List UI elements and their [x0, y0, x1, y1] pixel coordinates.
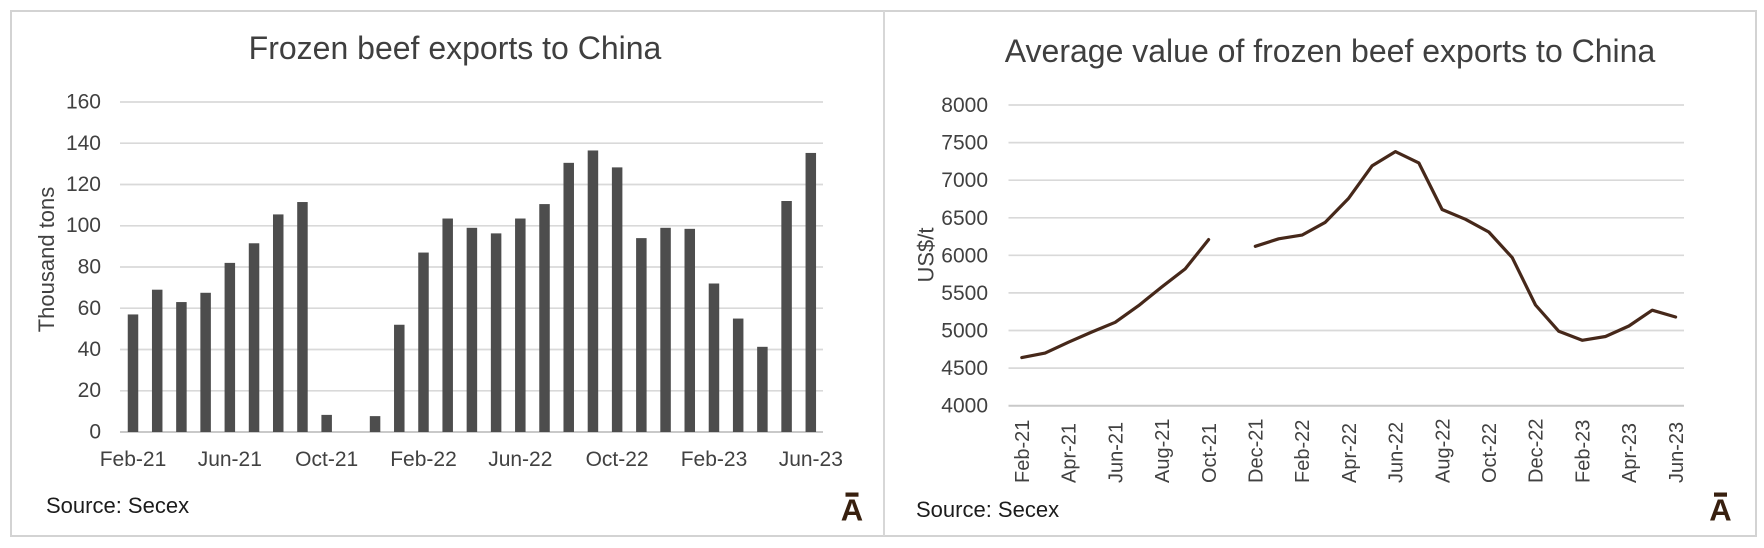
- svg-text:Aug-22: Aug-22: [1432, 419, 1454, 484]
- svg-text:5000: 5000: [941, 320, 988, 343]
- svg-text:Dec-22: Dec-22: [1526, 419, 1548, 483]
- svg-text:Average value of frozen beef e: Average value of frozen beef exports to …: [1005, 33, 1656, 69]
- svg-text:Dec-21: Dec-21: [1246, 419, 1268, 483]
- svg-text:Jun-21: Jun-21: [1105, 422, 1127, 483]
- svg-text:Jun-22: Jun-22: [1386, 422, 1408, 483]
- svg-text:Feb-22: Feb-22: [1292, 420, 1314, 483]
- svg-text:7500: 7500: [941, 132, 988, 155]
- svg-text:20: 20: [78, 379, 101, 402]
- svg-text:Source: Secex: Source: Secex: [916, 497, 1059, 522]
- svg-text:Oct-21: Oct-21: [295, 448, 358, 471]
- svg-text:Feb-23: Feb-23: [1572, 420, 1594, 483]
- svg-text:Apr-22: Apr-22: [1339, 423, 1361, 483]
- svg-text:A: A: [841, 493, 863, 528]
- svg-text:6000: 6000: [941, 244, 988, 267]
- svg-text:Oct-22: Oct-22: [586, 448, 649, 471]
- svg-text:Frozen beef exports to China: Frozen beef exports to China: [249, 30, 662, 66]
- svg-text:4000: 4000: [941, 395, 988, 418]
- svg-text:4500: 4500: [941, 357, 988, 380]
- svg-text:100: 100: [66, 214, 101, 237]
- svg-text:US$/t: US$/t: [914, 227, 939, 282]
- svg-text:Source: Secex: Source: Secex: [46, 493, 189, 518]
- svg-text:140: 140: [66, 132, 101, 155]
- svg-text:5500: 5500: [941, 282, 988, 305]
- svg-text:Feb-22: Feb-22: [390, 448, 457, 471]
- svg-text:120: 120: [66, 173, 101, 196]
- svg-text:Jun-21: Jun-21: [198, 448, 262, 471]
- svg-text:A: A: [1709, 493, 1731, 528]
- svg-text:160: 160: [66, 91, 101, 114]
- svg-text:Thousand tons: Thousand tons: [34, 187, 59, 333]
- svg-text:Jun-23: Jun-23: [779, 448, 843, 471]
- svg-text:Feb-23: Feb-23: [681, 448, 748, 471]
- svg-text:Oct-22: Oct-22: [1479, 423, 1501, 483]
- svg-text:8000: 8000: [941, 94, 988, 117]
- svg-text:7000: 7000: [941, 169, 988, 192]
- svg-text:Aug-21: Aug-21: [1152, 419, 1174, 484]
- svg-text:6500: 6500: [941, 207, 988, 230]
- svg-text:Feb-21: Feb-21: [100, 448, 167, 471]
- svg-text:Jun-22: Jun-22: [488, 448, 552, 471]
- svg-text:60: 60: [78, 297, 101, 320]
- svg-text:Apr-21: Apr-21: [1059, 423, 1081, 483]
- svg-text:0: 0: [89, 421, 101, 444]
- svg-text:Feb-21: Feb-21: [1012, 420, 1034, 483]
- svg-text:Apr-23: Apr-23: [1619, 423, 1641, 483]
- svg-text:Oct-21: Oct-21: [1199, 423, 1221, 483]
- svg-text:Jun-23: Jun-23: [1666, 422, 1688, 483]
- svg-text:40: 40: [78, 338, 101, 361]
- svg-text:80: 80: [78, 256, 101, 279]
